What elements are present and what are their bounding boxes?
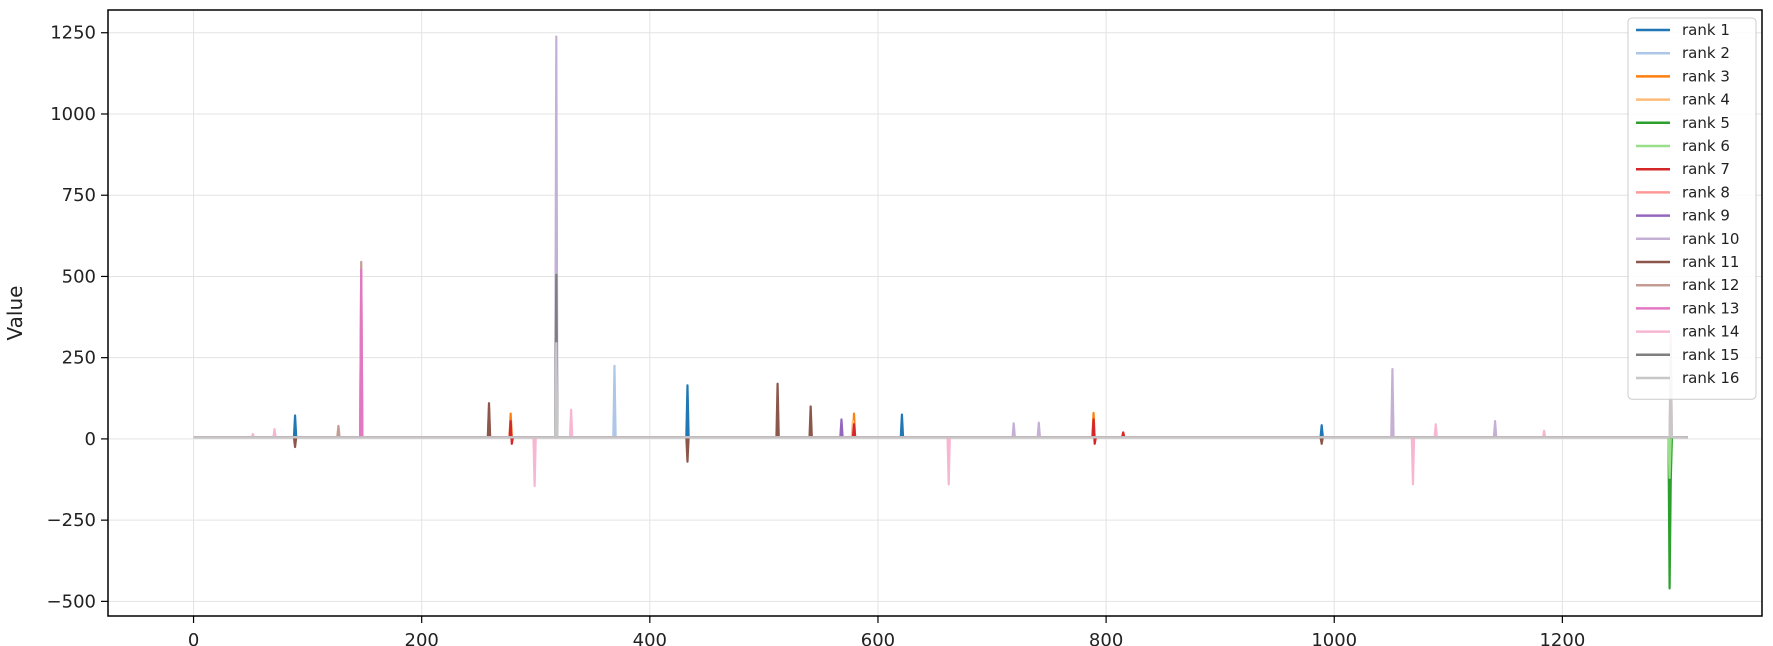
series-line-rank-8 — [193, 406, 1688, 439]
series-line-rank-9 — [193, 418, 1688, 439]
legend-label: rank 3 — [1682, 67, 1730, 85]
legend-label: rank 8 — [1682, 183, 1730, 201]
y-tick-label: 500 — [62, 266, 96, 287]
y-tick-label: 1000 — [50, 104, 96, 125]
series-line-rank-4 — [193, 419, 1688, 439]
y-tick-label: 250 — [62, 348, 96, 369]
x-tick-label: 600 — [861, 630, 895, 646]
series-line-rank-3 — [193, 411, 1688, 439]
legend-label: rank 10 — [1682, 230, 1739, 248]
legend-label: rank 1 — [1682, 21, 1730, 39]
x-tick-label: 200 — [405, 630, 439, 646]
series-line-rank-5 — [193, 436, 1688, 590]
y-axis-label: Value — [3, 286, 27, 341]
series-line-rank-1 — [193, 384, 1688, 439]
y-tick-label: −250 — [47, 510, 96, 531]
y-tick-label: 0 — [85, 429, 96, 450]
legend-label: rank 7 — [1682, 160, 1730, 178]
series-line-rank-16 — [193, 341, 1688, 439]
legend: rank 1 rank 2 rank 3 rank 4 rank 5 rank 6 rank… — [1627, 17, 1757, 400]
series-line-rank-10 — [193, 35, 1688, 439]
series-line-rank-12 — [193, 260, 1688, 439]
x-tick-label: 0 — [188, 630, 199, 646]
series-line-rank-7 — [193, 418, 1688, 445]
legend-box — [1627, 17, 1757, 400]
series-line-rank-13 — [193, 268, 1688, 439]
y-axis: −500 −250 0 250 500 750 1000 1250 — [47, 23, 108, 612]
legend-label: rank 6 — [1682, 137, 1730, 155]
x-tick-label: 800 — [1089, 630, 1123, 646]
grid-lines — [108, 10, 1762, 616]
series-line-rank-2 — [193, 364, 1688, 439]
x-tick-label: 1200 — [1539, 630, 1585, 646]
legend-label: rank 15 — [1682, 346, 1739, 364]
x-tick-label: 1000 — [1311, 630, 1357, 646]
x-axis: 0 200 400 600 800 1000 1200 — [188, 616, 1585, 646]
y-tick-label: 1250 — [50, 23, 96, 44]
legend-label: rank 9 — [1682, 207, 1730, 225]
legend-label: rank 12 — [1682, 276, 1739, 294]
x-tick-label: 400 — [633, 630, 667, 646]
series-lines — [193, 35, 1688, 590]
legend-label: rank 11 — [1682, 253, 1739, 271]
legend-label: rank 16 — [1682, 369, 1739, 387]
plot-frame — [107, 9, 1763, 617]
legend-label: rank 13 — [1682, 299, 1739, 317]
series-line-rank-6 — [193, 436, 1688, 479]
legend-label: rank 4 — [1682, 91, 1730, 109]
legend-label: rank 5 — [1682, 114, 1730, 132]
series-line-rank-15 — [193, 273, 1688, 439]
y-tick-label: 750 — [62, 185, 96, 206]
legend-label: rank 14 — [1682, 323, 1739, 341]
y-tick-label: −500 — [47, 591, 96, 612]
series-line-rank-14 — [193, 333, 1688, 488]
legend-label: rank 2 — [1682, 44, 1730, 62]
series-line-rank-11 — [193, 382, 1688, 463]
